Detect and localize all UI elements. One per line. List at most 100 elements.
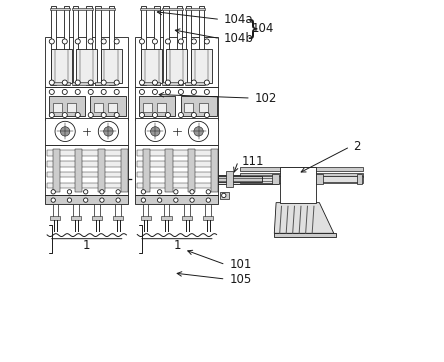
Circle shape [222,193,226,198]
Circle shape [88,89,93,94]
Circle shape [152,80,158,85]
Circle shape [116,198,120,202]
Bar [45,87,128,120]
Text: 1: 1 [83,239,91,252]
Bar [273,174,279,184]
Bar [52,104,62,113]
Bar [181,96,217,116]
Circle shape [194,127,203,136]
Bar [47,172,127,177]
Circle shape [204,80,210,85]
Text: 1: 1 [173,239,181,252]
Bar [87,6,92,85]
Bar [140,82,160,85]
Text: 102: 102 [254,92,277,105]
Bar [50,8,70,10]
Bar [95,6,101,85]
Bar [45,118,128,145]
Circle shape [139,39,144,44]
Text: 104b: 104b [224,32,254,45]
Bar [50,216,60,220]
Circle shape [55,121,75,142]
Circle shape [101,80,106,85]
Circle shape [152,89,158,94]
Polygon shape [274,203,334,233]
Circle shape [152,39,158,44]
Circle shape [104,127,113,136]
Circle shape [191,39,196,44]
Bar [137,150,217,156]
Bar [317,174,323,184]
Bar [135,145,218,195]
Bar [47,150,127,156]
Circle shape [75,80,80,85]
Bar [47,161,127,167]
Bar [357,174,361,184]
Circle shape [178,89,183,94]
Bar [73,205,79,217]
Bar [143,104,152,113]
Circle shape [75,39,80,44]
Bar [121,148,128,192]
Circle shape [178,113,183,118]
Bar [188,148,195,192]
Circle shape [60,127,70,136]
Bar [76,49,97,83]
Circle shape [116,190,120,194]
Text: 2: 2 [353,140,361,153]
Bar [186,6,191,85]
Bar [185,205,190,217]
Circle shape [67,190,71,194]
Bar [137,161,217,167]
Circle shape [100,198,104,202]
Bar [154,6,159,85]
Circle shape [101,113,106,118]
Circle shape [75,113,80,118]
Circle shape [152,113,158,118]
Bar [75,148,83,192]
Bar [73,6,79,85]
Circle shape [206,190,210,194]
Circle shape [51,190,56,194]
Circle shape [49,89,54,94]
Circle shape [75,89,80,94]
Circle shape [158,198,162,202]
Bar [51,49,72,83]
Circle shape [165,89,170,94]
Circle shape [151,127,160,136]
Bar [240,167,363,171]
Circle shape [165,113,170,118]
FancyArrow shape [218,176,262,182]
Bar [220,192,229,199]
Circle shape [62,80,67,85]
Circle shape [141,198,146,202]
Bar [274,232,336,237]
Bar [95,8,115,10]
Circle shape [178,80,183,85]
Bar [135,195,218,205]
Bar [98,148,105,192]
Circle shape [178,39,183,44]
Circle shape [114,113,119,118]
Circle shape [83,198,88,202]
Bar [240,176,363,183]
Circle shape [101,39,106,44]
Bar [143,205,148,217]
Text: 104a: 104a [224,13,254,26]
Circle shape [114,39,119,44]
Circle shape [67,198,71,202]
Circle shape [165,80,170,85]
Circle shape [62,39,67,44]
Bar [191,49,212,83]
Circle shape [165,39,170,44]
Bar [52,205,58,217]
Bar [140,216,151,220]
Circle shape [204,39,210,44]
Bar [185,8,205,10]
Bar [47,183,127,188]
Bar [108,104,117,113]
Circle shape [174,190,178,194]
Bar [141,49,162,83]
Bar [51,6,56,85]
Circle shape [83,190,88,194]
